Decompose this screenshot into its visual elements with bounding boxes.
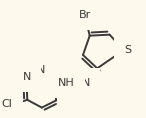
Text: N: N [22,72,31,82]
Text: Br: Br [79,10,91,20]
Text: S: S [124,45,131,55]
Text: Cl: Cl [2,99,13,109]
Text: N: N [82,78,90,88]
Text: N: N [36,65,45,75]
Text: NH: NH [58,78,74,88]
